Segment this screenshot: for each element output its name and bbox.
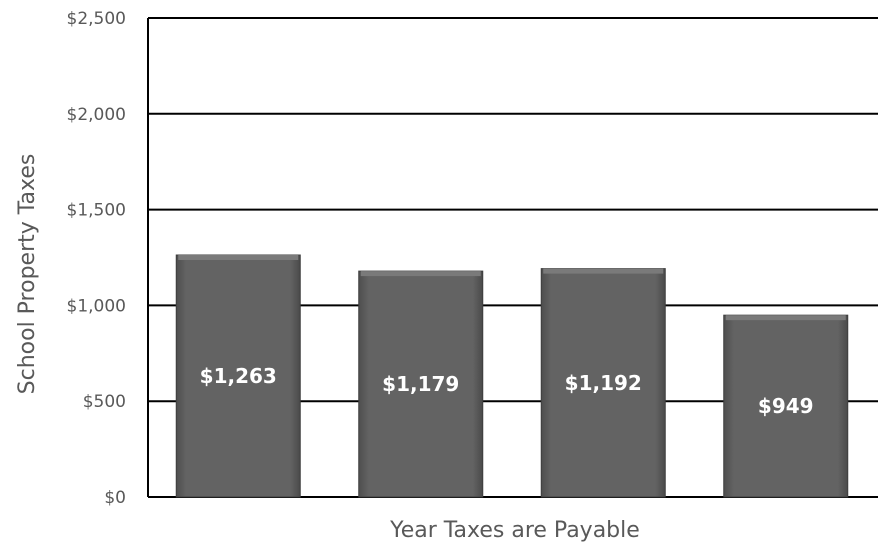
bar-data-label: $949 [758, 394, 814, 418]
bar [540, 268, 666, 498]
bar-top-bevel [178, 255, 299, 261]
bars [175, 254, 849, 498]
bar [358, 270, 484, 498]
y-tick-label: $1,500 [67, 201, 126, 221]
y-tick-label: $1,000 [67, 296, 126, 316]
y-tick-label: $500 [83, 392, 126, 412]
y-tick-label: $0 [104, 488, 126, 508]
y-tick-label: $2,500 [67, 9, 126, 29]
bar-data-label: $1,179 [382, 372, 459, 396]
bar-top-bevel [725, 315, 846, 321]
data-labels: $1,263 $1,179 $1,192 $949 [200, 364, 814, 418]
bar [175, 254, 301, 498]
y-axis-title: School Property Taxes [15, 154, 40, 395]
bar [723, 314, 849, 498]
y-axis-ticks: $0 $500 $1,000 $1,500 $2,000 $2,500 [67, 9, 126, 508]
bar-top-bevel [543, 268, 664, 274]
bar-data-label: $1,263 [200, 364, 277, 388]
x-axis-title: Year Taxes are Payable [389, 518, 640, 543]
bar-top-bevel [360, 271, 481, 277]
bar-data-label: $1,192 [565, 371, 642, 395]
y-tick-label: $2,000 [67, 105, 126, 125]
